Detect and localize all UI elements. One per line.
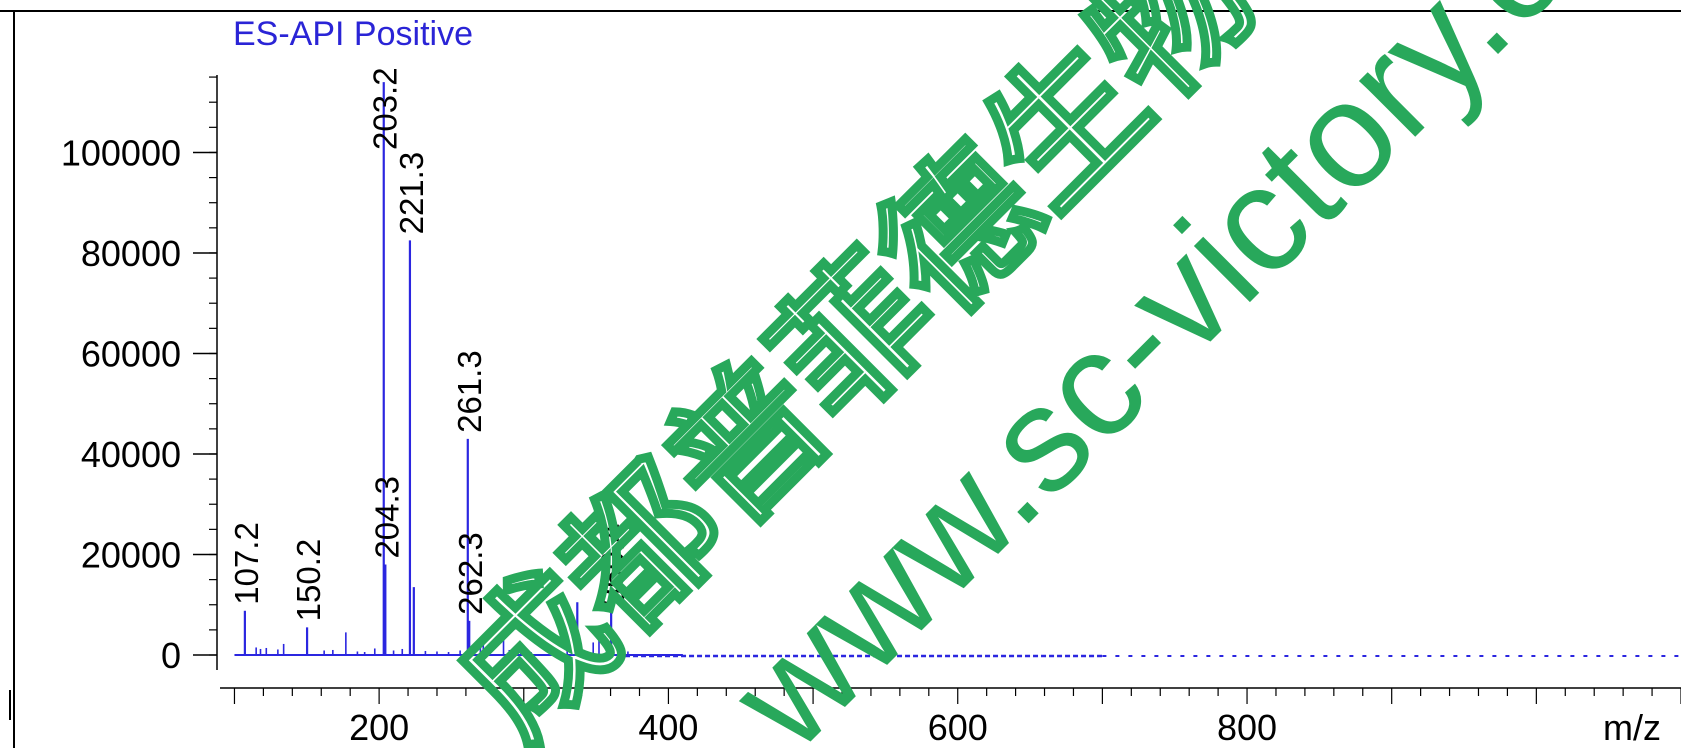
chart-frame bbox=[0, 10, 1681, 748]
peak-label: 360.4 bbox=[594, 524, 631, 607]
x-axis-label: m/z bbox=[1603, 707, 1661, 748]
y-tick-label: 0 bbox=[161, 635, 181, 676]
peak-label: 107.2 bbox=[228, 522, 265, 605]
peak-labels: 107.2 150.2 203.2 204.3 221.3 261.3 262.3 360.4 bbox=[228, 67, 631, 621]
chart-title: ES-API Positive bbox=[233, 15, 473, 53]
peak-label: 204.3 bbox=[368, 476, 405, 559]
y-tick-label: 60000 bbox=[81, 333, 181, 374]
x-tick-label: 800 bbox=[1217, 707, 1277, 748]
peak-label: 203.2 bbox=[367, 67, 404, 150]
peak-label: 221.3 bbox=[393, 152, 430, 235]
y-tick-label: 100000 bbox=[61, 132, 181, 173]
x-axis: 200 400 600 800 bbox=[9, 687, 1681, 748]
y-tick-label: 80000 bbox=[81, 233, 181, 274]
watermark: 成都普菲德生物科技有限公司 www.sc-victory.com bbox=[418, 0, 1681, 748]
y-axis: 0 20000 40000 60000 80000 100000 bbox=[61, 75, 218, 676]
y-tick-label: 40000 bbox=[81, 434, 181, 475]
x-tick-label: 600 bbox=[928, 707, 988, 748]
spectrum-peaks bbox=[234, 82, 683, 656]
x-tick-label: 200 bbox=[349, 707, 409, 748]
peak-label: 262.3 bbox=[452, 532, 489, 615]
y-tick-label: 20000 bbox=[81, 534, 181, 575]
peak-label: 150.2 bbox=[290, 539, 327, 622]
peak-label: 261.3 bbox=[451, 350, 488, 433]
x-tick-label: 400 bbox=[638, 707, 698, 748]
